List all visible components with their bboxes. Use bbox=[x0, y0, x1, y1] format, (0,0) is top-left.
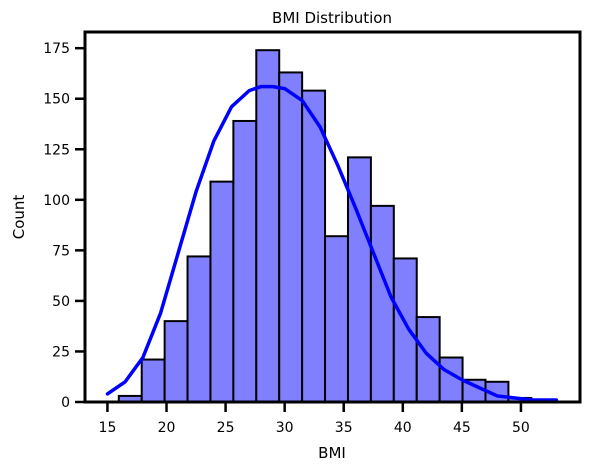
y-tick-label: 150 bbox=[43, 92, 70, 108]
histogram-bar bbox=[278, 71, 304, 403]
y-tick-label: 75 bbox=[52, 243, 70, 259]
histogram-bar bbox=[232, 119, 258, 404]
histogram-bar bbox=[163, 320, 189, 404]
x-tick-label: 25 bbox=[217, 420, 235, 436]
histogram-bar bbox=[140, 358, 166, 404]
histogram-bar bbox=[324, 235, 349, 403]
x-tick-label: 20 bbox=[158, 420, 176, 436]
plot-frame bbox=[83, 30, 582, 404]
histogram-bars bbox=[117, 49, 556, 404]
histogram-bar bbox=[255, 49, 281, 403]
y-axis-ticks: 0 25 50 75 100 125 150 175 bbox=[43, 41, 85, 411]
histogram-bar bbox=[415, 316, 441, 403]
x-tick-label: 50 bbox=[512, 420, 530, 436]
y-tick-label: 0 bbox=[61, 395, 70, 411]
x-axis-title: BMI bbox=[318, 444, 346, 462]
y-tick-label: 100 bbox=[43, 193, 70, 209]
chart-title: BMI Distribution bbox=[272, 9, 392, 27]
y-tick-label: 175 bbox=[43, 41, 70, 57]
histogram-bar bbox=[186, 255, 212, 403]
y-tick-label: 25 bbox=[52, 344, 70, 360]
y-axis-title: Count bbox=[10, 195, 28, 240]
histogram-bar bbox=[369, 204, 395, 403]
y-tick-label: 125 bbox=[43, 142, 70, 158]
histogram-bar bbox=[209, 180, 235, 403]
x-tick-label: 35 bbox=[335, 420, 353, 436]
x-axis-ticks: 15 20 25 30 35 40 45 50 bbox=[99, 402, 530, 436]
kde-curve bbox=[105, 84, 559, 402]
histogram-bar bbox=[301, 89, 327, 403]
y-tick-label: 50 bbox=[52, 294, 70, 310]
x-tick-label: 40 bbox=[394, 420, 412, 436]
histogram-bar bbox=[392, 257, 418, 404]
x-tick-label: 45 bbox=[453, 420, 471, 436]
x-tick-label: 15 bbox=[99, 420, 117, 436]
x-tick-label: 30 bbox=[276, 420, 294, 436]
